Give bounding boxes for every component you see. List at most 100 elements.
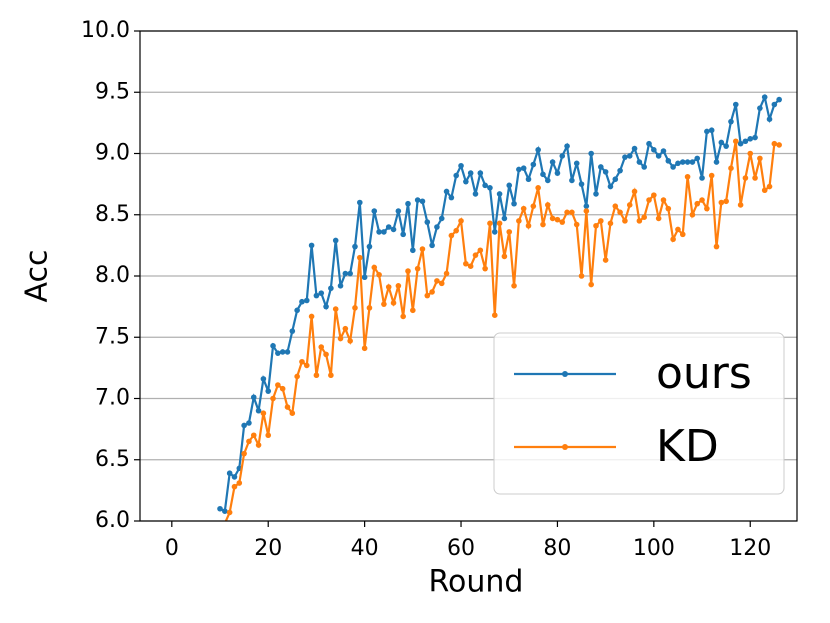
point: [294, 373, 300, 380]
point: [226, 470, 233, 477]
point: [752, 134, 758, 141]
point: [665, 158, 672, 164]
point: [554, 170, 561, 176]
point: [631, 145, 638, 152]
point: [265, 432, 272, 439]
point: [626, 202, 633, 208]
point: [496, 220, 503, 227]
point: [598, 164, 604, 170]
point: [598, 218, 604, 224]
point: [713, 159, 720, 165]
point: [217, 524, 223, 530]
point: [332, 237, 339, 244]
point: [602, 169, 609, 175]
point: [376, 271, 382, 278]
point: [665, 205, 672, 212]
point: [357, 254, 363, 261]
point: [564, 209, 570, 216]
x-tick-label: 20: [254, 536, 282, 561]
point: [670, 236, 676, 243]
point: [255, 442, 262, 448]
point: [390, 226, 397, 233]
point: [617, 209, 623, 216]
point: [766, 183, 773, 190]
point: [250, 432, 257, 439]
point: [458, 218, 464, 224]
point: [718, 139, 725, 146]
point: [419, 198, 426, 205]
point: [284, 404, 291, 410]
point: [236, 480, 243, 486]
point: [578, 273, 585, 279]
point: [414, 265, 421, 272]
point: [752, 175, 758, 181]
point: [636, 218, 643, 224]
point: [357, 199, 363, 206]
point: [323, 351, 329, 358]
point: [506, 229, 513, 235]
point: [308, 313, 315, 320]
plot-area: [217, 93, 782, 530]
point: [761, 187, 768, 194]
point: [424, 219, 431, 225]
point: [723, 143, 729, 149]
point: [646, 197, 652, 203]
point: [270, 395, 276, 402]
y-tick-label: 7.5: [95, 324, 130, 349]
point: [757, 155, 763, 162]
point: [482, 265, 488, 272]
point: [491, 312, 498, 319]
point: [757, 105, 763, 111]
point: [405, 268, 411, 274]
point: [564, 143, 570, 149]
point: [776, 96, 782, 103]
point: [453, 227, 460, 234]
x-tick-label: 80: [543, 536, 571, 561]
point: [414, 197, 421, 203]
point: [241, 422, 247, 429]
point: [463, 178, 469, 185]
point: [260, 410, 267, 417]
point: [612, 176, 619, 183]
point: [366, 305, 373, 311]
point: [651, 147, 657, 153]
point: [303, 297, 310, 304]
point: [275, 382, 281, 388]
point: [337, 335, 344, 342]
y-tick-label: 8.0: [95, 263, 130, 288]
point: [544, 177, 551, 184]
point: [679, 159, 686, 165]
point: [323, 303, 329, 310]
point: [516, 218, 522, 224]
point: [593, 222, 599, 229]
point: [448, 194, 455, 201]
point: [761, 94, 768, 100]
point: [429, 242, 435, 249]
point: [275, 350, 281, 356]
point: [559, 219, 566, 225]
point: [742, 175, 749, 181]
point: [747, 150, 754, 157]
point: [361, 274, 368, 281]
point: [544, 202, 551, 208]
point: [699, 175, 705, 181]
point: [655, 153, 662, 159]
point: [684, 173, 691, 180]
point: [467, 263, 474, 270]
point: [260, 376, 267, 382]
point: [308, 242, 315, 249]
point: [463, 260, 469, 267]
point: [631, 188, 638, 195]
point: [776, 142, 782, 148]
x-axis-label: Round: [429, 565, 524, 600]
point: [737, 140, 744, 147]
point: [549, 159, 556, 165]
point: [684, 159, 691, 165]
point: [617, 167, 623, 174]
point: [655, 215, 662, 222]
point: [318, 344, 325, 350]
point: [728, 118, 734, 125]
point: [361, 345, 368, 352]
point: [487, 220, 493, 227]
point: [651, 192, 657, 198]
